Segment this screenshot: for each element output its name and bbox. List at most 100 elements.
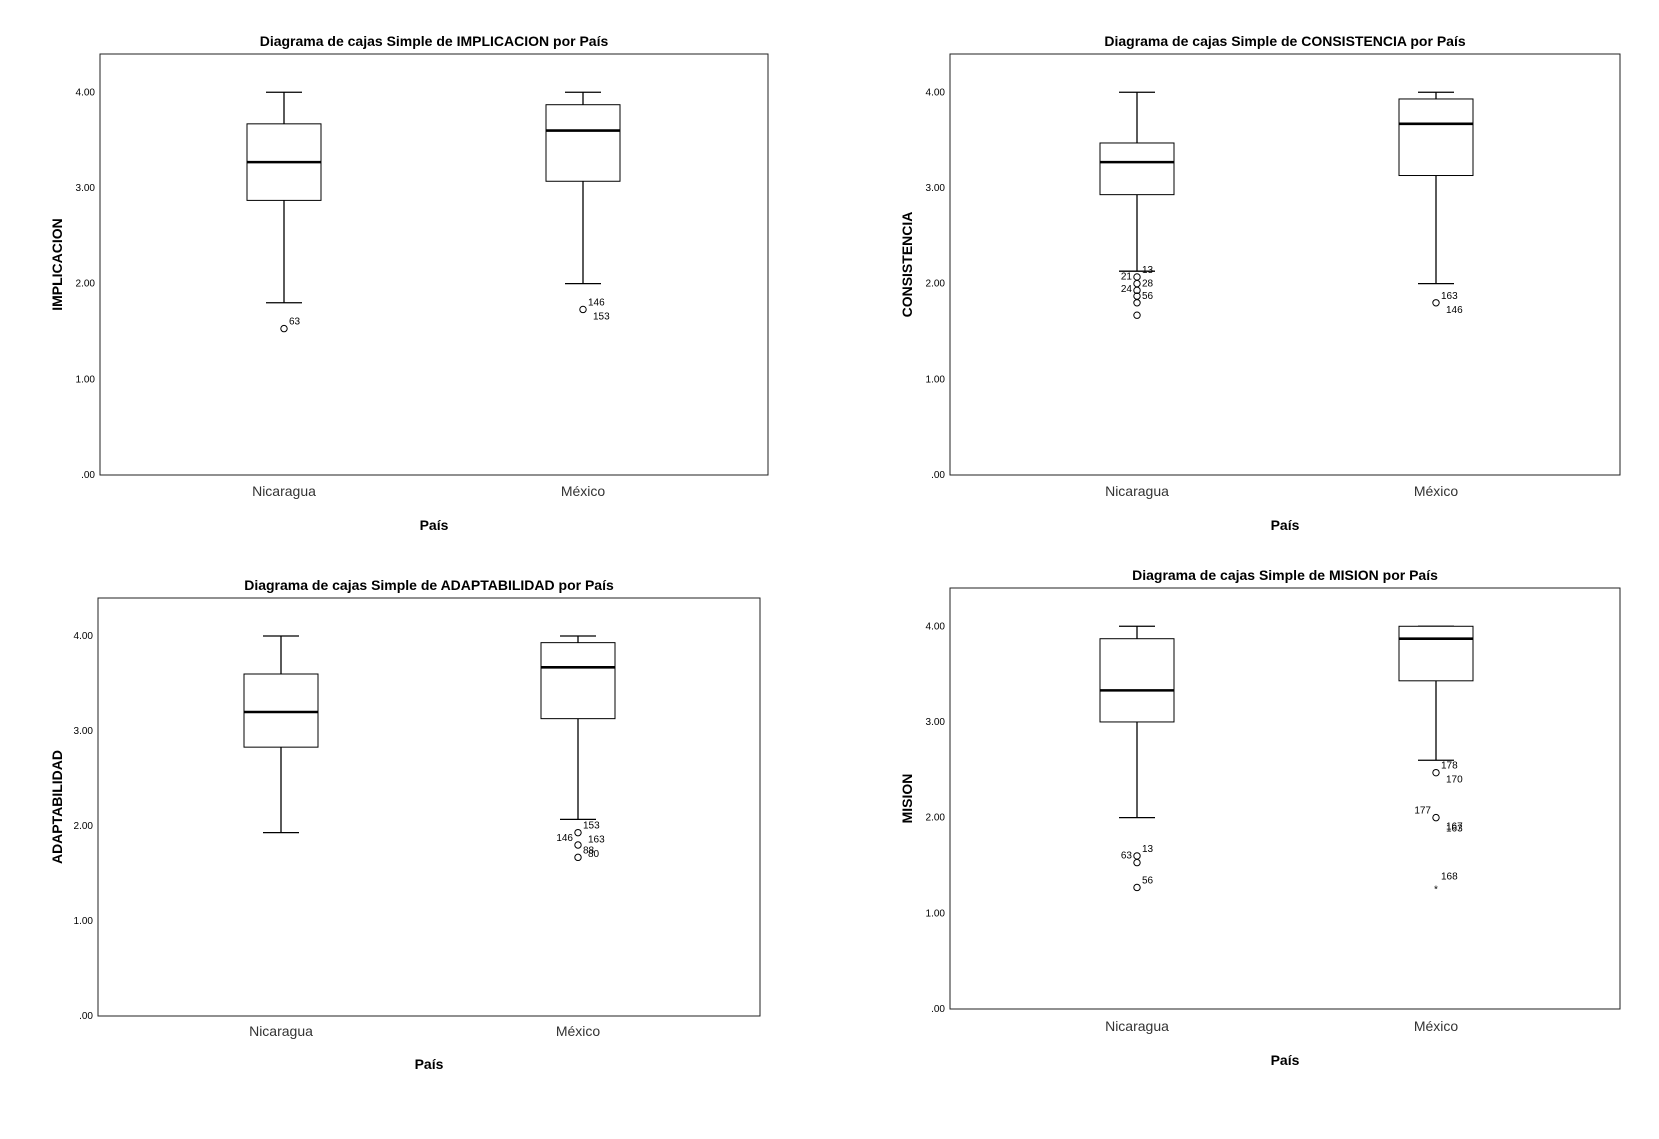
y-axis-label: ADAPTABILIDAD xyxy=(49,750,65,864)
outlier-point xyxy=(1133,279,1141,288)
plot-frame xyxy=(949,53,1621,476)
x-axis-label: País xyxy=(1271,1052,1300,1068)
iqr-box xyxy=(545,104,621,182)
outlier-label: 168 xyxy=(1441,871,1458,882)
y-tick-label: 4.00 xyxy=(74,631,94,642)
iqr-box xyxy=(1398,98,1474,177)
outlier-point xyxy=(579,305,587,314)
outlier-point xyxy=(574,828,582,837)
y-tick-label: 3.00 xyxy=(926,183,946,194)
outlier-label: 28 xyxy=(1142,278,1154,289)
y-tick-label: 1.00 xyxy=(74,916,94,927)
extreme-outlier-point: * xyxy=(1434,884,1438,895)
outlier-label: 167 xyxy=(1446,822,1463,833)
y-tick-label: .00 xyxy=(79,1011,93,1022)
boxplot-panel-2: Diagrama de cajas Simple de CONSISTENCIA… xyxy=(899,33,1621,533)
x-axis-label: País xyxy=(415,1056,444,1072)
x-category-label: México xyxy=(556,1023,601,1039)
x-axis-label: País xyxy=(1271,517,1300,533)
y-tick-label: 4.00 xyxy=(926,87,946,98)
x-category-label: México xyxy=(561,483,606,499)
outlier-point xyxy=(1133,273,1141,281)
outlier-label: 146 xyxy=(1446,305,1463,316)
iqr-box xyxy=(1398,625,1474,682)
x-category-label: Nicaragua xyxy=(1105,1018,1169,1034)
x-category-label: Nicaragua xyxy=(1105,483,1169,499)
outlier-point xyxy=(1133,311,1141,319)
plot-frame xyxy=(97,597,761,1017)
outlier-label: 88 xyxy=(583,845,595,856)
outlier-point xyxy=(1133,858,1141,867)
outlier-label: 63 xyxy=(289,317,301,328)
y-tick-label: 3.00 xyxy=(74,726,94,737)
y-tick-label: 3.00 xyxy=(76,183,96,194)
x-category-label: México xyxy=(1414,1018,1459,1034)
outlier-label: 170 xyxy=(1446,775,1463,786)
outlier-label: 177 xyxy=(1414,806,1431,817)
y-tick-label: 2.00 xyxy=(926,813,946,824)
boxplot-panel-3: Diagrama de cajas Simple de ADAPTABILIDA… xyxy=(49,577,761,1072)
box-nicaragua: 13 21 28 24 56 xyxy=(1099,91,1175,319)
y-tick-label: 2.00 xyxy=(76,279,96,290)
y-tick-label: 2.00 xyxy=(74,821,94,832)
outlier-label: 163 xyxy=(1446,824,1463,835)
y-axis-label: MISION xyxy=(899,774,915,824)
outlier-label: 56 xyxy=(1142,875,1154,886)
outlier-label: 13 xyxy=(1142,265,1154,276)
iqr-box xyxy=(540,642,616,720)
outlier-label: 153 xyxy=(583,821,600,832)
y-tick-label: .00 xyxy=(931,470,945,481)
y-tick-label: 4.00 xyxy=(76,87,96,98)
plot-frame xyxy=(99,53,769,476)
x-category-label: Nicaragua xyxy=(249,1023,313,1039)
outlier-label: 146 xyxy=(588,297,605,308)
x-category-label: Nicaragua xyxy=(252,483,316,499)
outlier-point xyxy=(1133,852,1141,860)
iqr-box xyxy=(1099,638,1175,723)
x-axis-label: País xyxy=(420,517,449,533)
outlier-point xyxy=(1432,813,1440,822)
outlier-label: 146 xyxy=(556,833,573,844)
y-tick-label: .00 xyxy=(81,470,95,481)
outlier-label: 163 xyxy=(1441,291,1458,302)
outlier-point xyxy=(1133,299,1141,307)
y-tick-label: 1.00 xyxy=(926,374,946,385)
y-axis-label: CONSISTENCIA xyxy=(899,212,915,318)
boxplot-panel-4: Diagrama de cajas Simple de MISION por P… xyxy=(899,567,1621,1068)
outlier-label: 13 xyxy=(1142,844,1154,855)
box-nicaragua: 63 xyxy=(246,91,322,333)
y-tick-label: .00 xyxy=(931,1004,945,1015)
y-tick-label: 2.00 xyxy=(926,279,946,290)
outlier-label: 163 xyxy=(588,835,605,846)
outlier-point xyxy=(1432,768,1440,777)
boxplot-panel-1: Diagrama de cajas Simple de IMPLICACION … xyxy=(49,33,769,533)
y-axis-label: IMPLICACION xyxy=(49,218,65,311)
outlier-label: 153 xyxy=(593,311,610,322)
outlier-label: 56 xyxy=(1142,291,1154,302)
chart-title: Diagrama de cajas Simple de ADAPTABILIDA… xyxy=(244,577,614,593)
outlier-label: 80 xyxy=(588,849,600,860)
y-tick-label: 1.00 xyxy=(76,374,96,385)
outlier-label: 178 xyxy=(1441,761,1458,772)
y-tick-label: 1.00 xyxy=(926,908,946,919)
chart-title: Diagrama de cajas Simple de MISION por P… xyxy=(1132,567,1438,583)
box-nicaragua: 13 63 56 xyxy=(1099,625,1175,892)
plot-frame xyxy=(949,587,1621,1010)
y-tick-label: 3.00 xyxy=(926,717,946,728)
outlier-label: 24 xyxy=(1121,284,1133,295)
outlier-point xyxy=(280,324,288,333)
iqr-box xyxy=(243,673,319,748)
chart-title: Diagrama de cajas Simple de IMPLICACION … xyxy=(260,33,609,49)
y-tick-label: 4.00 xyxy=(926,621,946,632)
outlier-point xyxy=(1133,286,1141,295)
outlier-point xyxy=(1432,299,1440,307)
x-category-label: México xyxy=(1414,483,1459,499)
outlier-label: 21 xyxy=(1121,272,1133,283)
outlier-point xyxy=(574,841,582,849)
box-nicaragua xyxy=(243,635,319,834)
